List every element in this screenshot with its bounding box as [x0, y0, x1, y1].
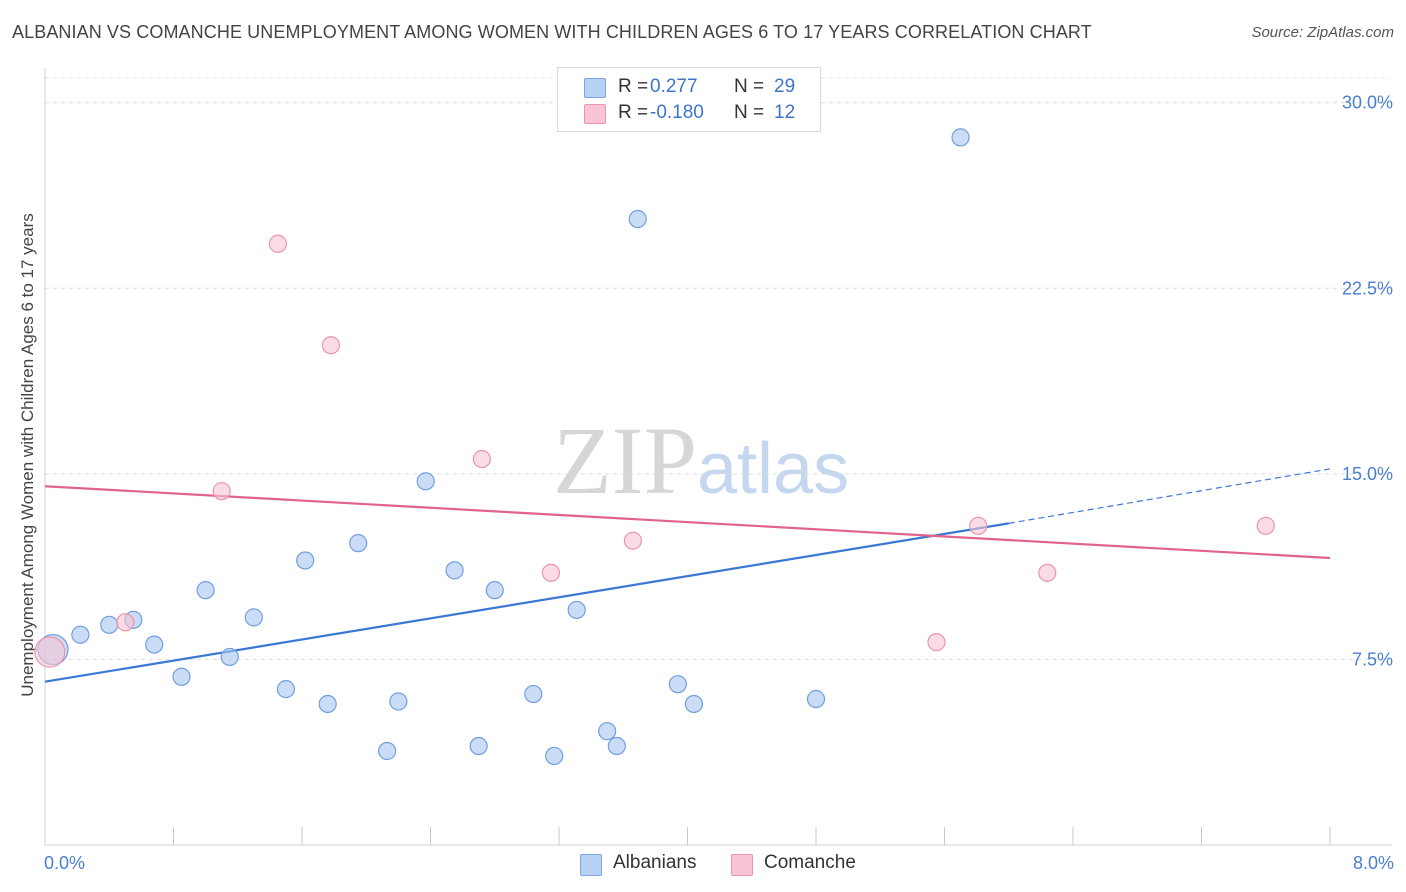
legend-swatch-albanians	[584, 78, 606, 98]
point-albanians	[445, 561, 464, 580]
legend-swatch-comanche	[731, 854, 753, 876]
watermark-zip: ZIP	[553, 407, 697, 514]
trend-line-comanche	[44, 485, 1331, 560]
legend-swatch-comanche	[584, 104, 606, 124]
point-comanche	[1256, 516, 1275, 535]
legend-n-label: N =	[734, 76, 765, 97]
point-comanche	[116, 613, 135, 632]
watermark-atlas: atlas	[697, 429, 850, 509]
point-albanians	[469, 736, 488, 756]
point-albanians	[524, 684, 543, 704]
point-comanche	[321, 336, 341, 355]
axes	[44, 68, 1392, 846]
legend-label-comanche: Comanche	[764, 852, 856, 873]
point-albanians	[196, 581, 215, 600]
legend-n-label: N =	[734, 102, 765, 123]
legend-r-label: R =	[618, 76, 649, 97]
legend-label-albanians: Albanians	[613, 852, 697, 873]
point-comanche	[1038, 563, 1057, 582]
tick-labels: 7.5% 15.0% 22.5% 30.0% 0.0% 8.0%	[44, 93, 1394, 873]
point-comanche	[34, 636, 66, 668]
trend-lines	[44, 468, 1331, 683]
point-albanians	[244, 608, 263, 627]
data-points	[34, 128, 1275, 766]
point-albanians	[628, 209, 647, 229]
point-albanians	[684, 694, 704, 714]
point-albanians	[71, 625, 90, 644]
legend-r-label: R =	[618, 102, 649, 123]
y-tick-label: 15.0%	[1342, 464, 1393, 484]
point-albanians	[668, 675, 687, 694]
legend-swatch-albanians	[580, 854, 602, 876]
point-albanians	[389, 692, 408, 711]
correlation-legend: R = 0.277 N = 29 R = -0.180 N = 12	[557, 67, 821, 132]
point-albanians	[349, 534, 368, 553]
watermark: ZIPatlas	[553, 405, 849, 516]
legend-n-value: 12	[774, 102, 796, 123]
legend-r-value: 0.277	[650, 76, 698, 97]
x-tick-label: 0.0%	[44, 853, 85, 873]
point-albanians	[598, 722, 617, 741]
point-comanche	[969, 516, 988, 535]
point-albanians	[567, 600, 586, 620]
point-albanians	[485, 581, 504, 600]
point-albanians	[100, 615, 119, 634]
point-comanche	[927, 633, 946, 652]
x-tick-label: 8.0%	[1353, 853, 1394, 873]
y-tick-label: 22.5%	[1342, 278, 1393, 298]
source-label[interactable]: Source: ZipAtlas.com	[1251, 24, 1394, 41]
point-albanians	[545, 746, 564, 766]
point-albanians	[318, 694, 337, 714]
point-albanians	[220, 647, 239, 667]
trend-line-extension-albanians	[1008, 468, 1331, 524]
point-albanians	[416, 472, 435, 491]
legend-n-value: 29	[774, 76, 796, 97]
point-comanche	[268, 234, 288, 253]
point-albanians	[296, 551, 315, 570]
trend-line-albanians	[44, 522, 1009, 683]
point-comanche	[623, 531, 642, 550]
point-albanians	[951, 128, 970, 147]
point-albanians	[607, 736, 626, 756]
y-tick-label: 7.5%	[1352, 649, 1393, 669]
point-albanians	[806, 689, 826, 709]
legend-r-value: -0.180	[650, 102, 704, 123]
point-albanians	[276, 680, 296, 699]
point-comanche	[541, 563, 561, 582]
y-tick-label: 30.0%	[1342, 93, 1393, 113]
chart-title: ALBANIAN VS COMANCHE UNEMPLOYMENT AMONG …	[12, 22, 1092, 42]
point-albanians	[378, 741, 397, 761]
point-comanche	[472, 449, 491, 469]
point-albanians	[172, 667, 191, 686]
point-comanche	[212, 482, 231, 501]
point-albanians	[145, 635, 164, 654]
